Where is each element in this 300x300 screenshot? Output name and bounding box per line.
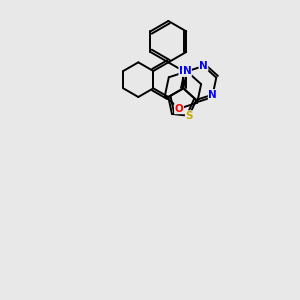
Text: N: N bbox=[183, 66, 191, 76]
Text: N: N bbox=[199, 61, 208, 71]
Text: N: N bbox=[179, 66, 188, 76]
Text: N: N bbox=[208, 90, 217, 100]
Text: S: S bbox=[185, 111, 193, 121]
Text: O: O bbox=[175, 104, 183, 114]
